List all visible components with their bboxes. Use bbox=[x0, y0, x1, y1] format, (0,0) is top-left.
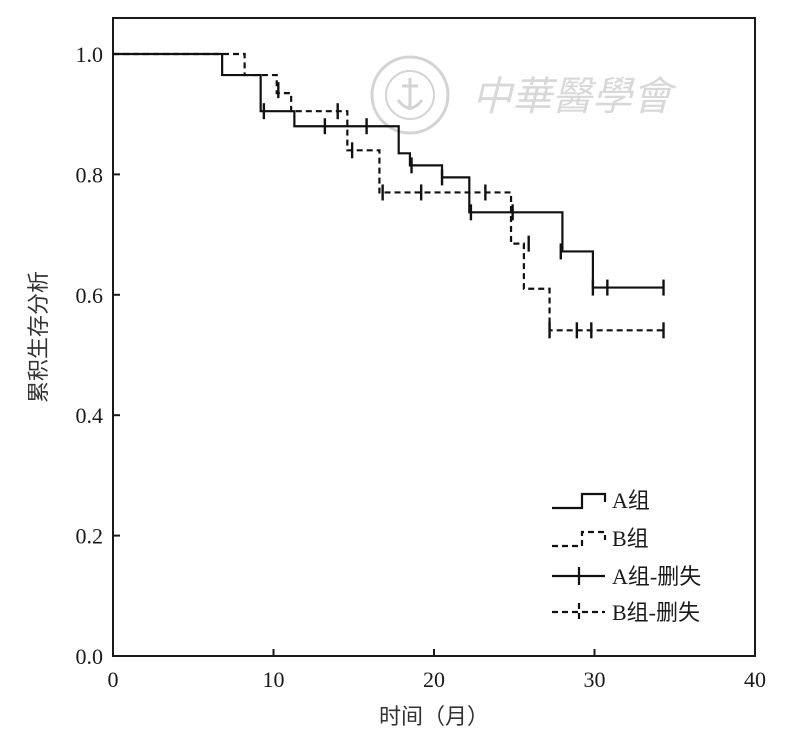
legend: A组 B组 A组-删失 B组-删失 bbox=[552, 488, 701, 625]
legend-swatch bbox=[552, 492, 607, 510]
x-tick-label: 20 bbox=[423, 667, 445, 692]
axes: 0 10 20 30 40 0.0 0.2 0.4 0.6 0.8 1.0 bbox=[76, 42, 767, 692]
legend-label: A组-删失 bbox=[612, 564, 701, 589]
y-tick-label: 0.0 bbox=[76, 644, 104, 669]
y-tick-label: 0.8 bbox=[76, 162, 104, 187]
watermark: 中華醫學會 bbox=[370, 55, 677, 135]
watermark-seal bbox=[370, 55, 450, 135]
x-tick-label: 40 bbox=[744, 667, 766, 692]
legend-swatch bbox=[552, 567, 605, 585]
legend-swatch bbox=[552, 603, 605, 621]
y-tick-label: 0.4 bbox=[76, 403, 104, 428]
series-line-a bbox=[113, 52, 664, 289]
x-tick-label: 0 bbox=[108, 667, 119, 692]
legend-label: B组-删失 bbox=[612, 600, 700, 625]
y-tick-label: 0.6 bbox=[76, 283, 104, 308]
x-tick-label: 30 bbox=[584, 667, 606, 692]
x-axis-label: 时间（月） bbox=[379, 705, 489, 730]
watermark-text: 中華醫學會 bbox=[472, 74, 677, 120]
legend-label: B组 bbox=[612, 526, 649, 551]
legend-swatch bbox=[552, 530, 607, 548]
x-tick-label: 10 bbox=[263, 667, 285, 692]
y-tick-label: 1.0 bbox=[76, 42, 104, 67]
watermark-seal-inner bbox=[385, 70, 435, 120]
y-tick-label: 0.2 bbox=[76, 524, 104, 549]
plot-area bbox=[113, 52, 665, 339]
y-axis-label: 累积生存分析 bbox=[27, 271, 52, 403]
legend-label: A组 bbox=[612, 488, 650, 513]
watermark-anchor-icon bbox=[396, 78, 424, 110]
